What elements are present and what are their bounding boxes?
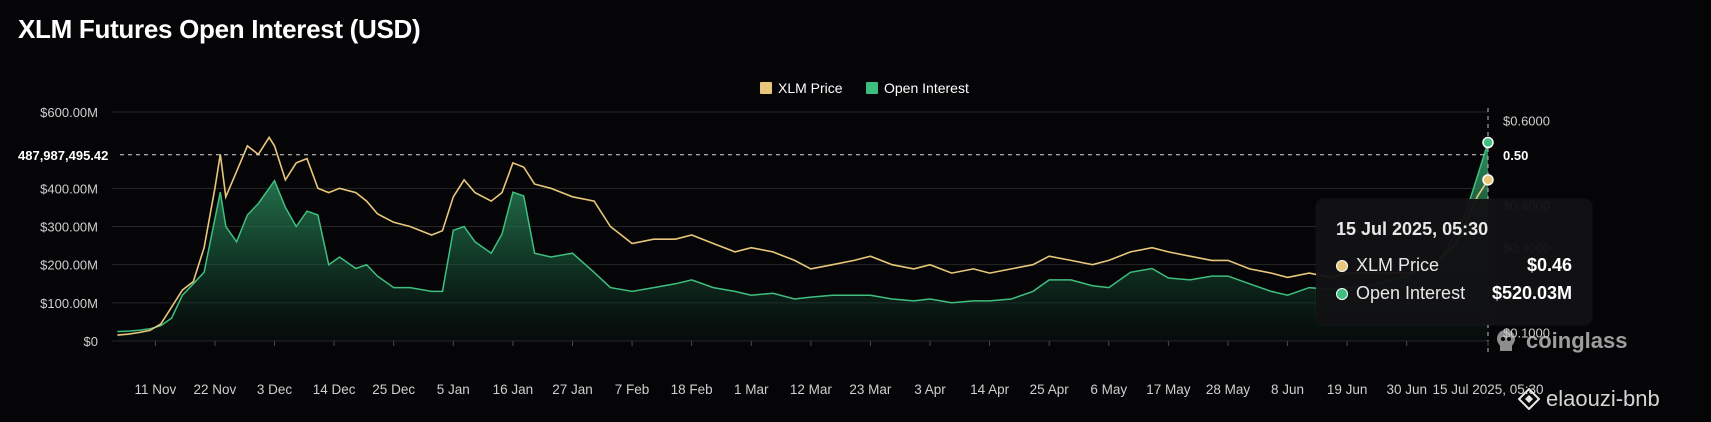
x-tick-label: 14 Dec [313, 382, 356, 397]
x-tick-label: 30 Jun [1386, 382, 1427, 397]
y-left-tick-label: $600.00M [40, 105, 98, 120]
x-tick-label: 18 Feb [671, 382, 713, 397]
oi-area [117, 142, 1488, 341]
tooltip-title: 15 Jul 2025, 05:30 [1336, 219, 1489, 239]
x-tick-label: 15 Jul 2025, 05:30 [1432, 382, 1543, 397]
tooltip-oi-label: Open Interest [1356, 283, 1466, 303]
price-series-line [117, 135, 1489, 336]
x-tick-label: 11 Nov [134, 382, 176, 397]
x-tick-label: 25 Dec [372, 382, 415, 397]
coinglass-brand: coinglass [1494, 328, 1627, 354]
y-right-tick-label: $0.6000 [1503, 113, 1550, 128]
tooltip-row-price: XLM Price $0.46 [1336, 255, 1572, 276]
x-tick-label: 19 Jun [1327, 382, 1368, 397]
tooltip-price-label: XLM Price [1356, 255, 1440, 275]
crosshair-left-label: 487,987,495.42 [18, 148, 108, 163]
x-tick-label: 27 Jan [552, 382, 593, 397]
y-left-tick-label: $0 [84, 334, 98, 349]
chart-tooltip: 15 Jul 2025, 05:30 XLM Price $0.46 Open … [1316, 199, 1592, 325]
x-tick-label: 7 Feb [615, 382, 650, 397]
x-tick-label: 3 Apr [914, 382, 946, 397]
x-tick-label: 28 May [1206, 382, 1251, 397]
oi-last-point-marker [1482, 136, 1494, 149]
y-left-tick-label: $300.00M [40, 220, 98, 235]
tooltip-price-value: $0.46 [1526, 255, 1572, 275]
x-tick-label: 16 Jan [493, 382, 534, 397]
legend-label: Open Interest [884, 80, 969, 96]
y-left-tick-label: $400.00M [40, 181, 98, 196]
chart-title: XLM Futures Open Interest (USD) [18, 14, 421, 44]
binance-logo-icon [1518, 388, 1540, 410]
watermark: elaouzi-bnb [1518, 386, 1660, 412]
crosshair: 487,987,495.42 0.50 [18, 108, 1528, 353]
watermark-label: elaouzi-bnb [1546, 386, 1660, 411]
x-tick-label: 1 Mar [734, 382, 769, 397]
x-tick-label: 22 Nov [194, 382, 237, 397]
y-left-tick-label: $100.00M [40, 296, 98, 311]
oi-dot-icon [1336, 287, 1348, 300]
x-tick-label: 5 Jan [437, 382, 470, 397]
legend-label: XLM Price [778, 80, 843, 96]
x-tick-label: 12 Mar [790, 382, 833, 397]
tooltip-row-oi: Open Interest $520.03M [1336, 283, 1572, 304]
price-last-point-marker [1482, 174, 1494, 186]
crosshair-right-label: 0.50 [1503, 148, 1528, 163]
x-tick-label: 14 Apr [970, 382, 1010, 397]
coinglass-logo-icon [1497, 330, 1515, 351]
tooltip-oi-value: $520.03M [1491, 283, 1572, 303]
y-left-tick-label: $200.00M [40, 258, 98, 273]
x-tick-label: 3 Dec [257, 382, 293, 397]
legend: XLM Price Open Interest [760, 80, 969, 96]
legend-swatch [760, 82, 772, 94]
x-tick-label: 25 Apr [1030, 382, 1070, 397]
x-tick-label: 6 May [1090, 382, 1127, 397]
x-tick-label: 17 May [1146, 382, 1191, 397]
price-dot-icon [1336, 259, 1348, 272]
oi-series-line [117, 142, 1489, 333]
x-tick-label: 23 Mar [849, 382, 892, 397]
legend-swatch [866, 82, 878, 94]
brand-label: coinglass [1526, 328, 1628, 353]
line-layer [117, 135, 1489, 336]
oi-area-layer [117, 142, 1488, 341]
x-tick-label: 8 Jun [1271, 382, 1304, 397]
